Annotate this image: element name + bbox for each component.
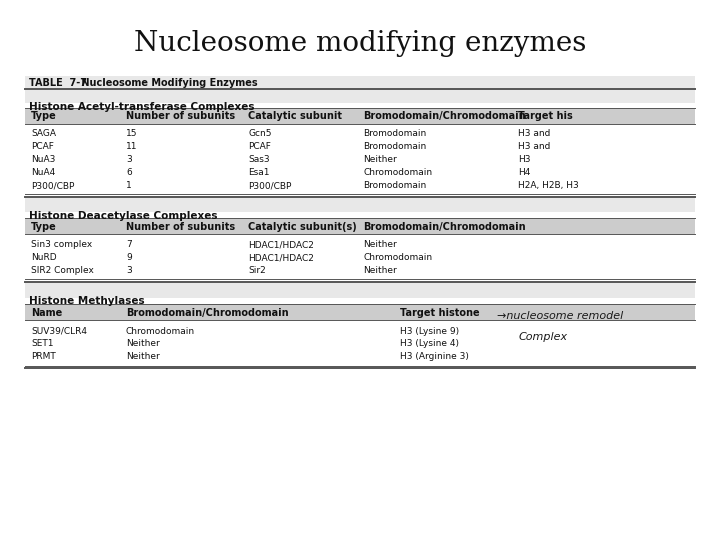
Text: 6: 6 — [126, 168, 132, 177]
Bar — [25, 89, 695, 103]
Text: Esa1: Esa1 — [248, 168, 270, 177]
Text: Type: Type — [31, 111, 57, 121]
Text: Number of subunits: Number of subunits — [126, 111, 235, 121]
Text: PCAF: PCAF — [248, 143, 271, 151]
Text: SIR2 Complex: SIR2 Complex — [31, 266, 94, 275]
Text: HDAC1/HDAC2: HDAC1/HDAC2 — [248, 253, 314, 262]
Text: Neither: Neither — [126, 340, 160, 348]
Text: Type: Type — [31, 222, 57, 232]
Text: H3 (Lysine 4): H3 (Lysine 4) — [400, 340, 459, 348]
Text: Bromodomain/Chromodomain: Bromodomain/Chromodomain — [364, 222, 526, 232]
Bar — [25, 76, 695, 92]
Text: Chromodomain: Chromodomain — [364, 168, 433, 177]
Text: Bromodomain: Bromodomain — [364, 181, 427, 190]
Text: 11: 11 — [126, 143, 138, 151]
Text: NuA4: NuA4 — [31, 168, 55, 177]
Text: H3 and: H3 and — [518, 143, 551, 151]
Text: Nucleosome modifying enzymes: Nucleosome modifying enzymes — [134, 30, 586, 57]
Text: Neither: Neither — [126, 353, 160, 361]
Text: H2A, H2B, H3: H2A, H2B, H3 — [518, 181, 579, 190]
Text: Histone Deacetylase Complexes: Histone Deacetylase Complexes — [29, 211, 217, 221]
Text: Catalytic subunit: Catalytic subunit — [248, 111, 343, 121]
Text: NuRD: NuRD — [31, 253, 57, 262]
Text: H3 (Arginine 3): H3 (Arginine 3) — [400, 353, 469, 361]
Bar — [25, 108, 695, 124]
Text: PRMT: PRMT — [31, 353, 55, 361]
Text: Bromodomain: Bromodomain — [364, 130, 427, 138]
Text: Chromodomain: Chromodomain — [364, 253, 433, 262]
Text: 3: 3 — [126, 156, 132, 164]
Text: Name: Name — [31, 308, 62, 318]
Text: 15: 15 — [126, 130, 138, 138]
Text: Complex: Complex — [518, 333, 567, 342]
Text: NuA3: NuA3 — [31, 156, 55, 164]
Text: Chromodomain: Chromodomain — [126, 327, 195, 335]
Text: H3 (Lysine 9): H3 (Lysine 9) — [400, 327, 459, 335]
Text: SET1: SET1 — [31, 340, 53, 348]
Text: Gcn5: Gcn5 — [248, 130, 272, 138]
Text: TABLE  7-7: TABLE 7-7 — [29, 78, 87, 87]
Text: Bromodomain: Bromodomain — [364, 143, 427, 151]
Text: H4: H4 — [518, 168, 531, 177]
Text: Catalytic subunit(s): Catalytic subunit(s) — [248, 222, 357, 232]
Text: 1: 1 — [126, 181, 132, 190]
Text: 3: 3 — [126, 266, 132, 275]
Text: Neither: Neither — [364, 240, 397, 249]
Bar — [25, 197, 695, 212]
Text: Bromodomain/Chromodomain: Bromodomain/Chromodomain — [126, 308, 289, 318]
Bar — [25, 282, 695, 298]
Bar — [25, 218, 695, 234]
Text: Nucleosome Modifying Enzymes: Nucleosome Modifying Enzymes — [78, 78, 257, 87]
Text: Histone Acetyl-transferase Complexes: Histone Acetyl-transferase Complexes — [29, 102, 254, 112]
Text: Neither: Neither — [364, 266, 397, 275]
Text: Target histone: Target histone — [400, 308, 480, 318]
Text: 7: 7 — [126, 240, 132, 249]
Text: Sas3: Sas3 — [248, 156, 270, 164]
Text: →nucleosome remodel: →nucleosome remodel — [497, 311, 623, 321]
Text: H3: H3 — [518, 156, 531, 164]
Text: Bromodomain/Chromodomain: Bromodomain/Chromodomain — [364, 111, 526, 121]
Text: Number of subunits: Number of subunits — [126, 222, 235, 232]
Text: P300/CBP: P300/CBP — [31, 181, 74, 190]
Text: Target his: Target his — [518, 111, 573, 121]
Text: SAGA: SAGA — [31, 130, 56, 138]
Text: PCAF: PCAF — [31, 143, 54, 151]
Text: 9: 9 — [126, 253, 132, 262]
Text: H3 and: H3 and — [518, 130, 551, 138]
Text: P300/CBP: P300/CBP — [248, 181, 292, 190]
Text: SUV39/CLR4: SUV39/CLR4 — [31, 327, 87, 335]
Text: Neither: Neither — [364, 156, 397, 164]
Text: Sin3 complex: Sin3 complex — [31, 240, 92, 249]
Text: Histone Methylases: Histone Methylases — [29, 296, 145, 307]
Text: HDAC1/HDAC2: HDAC1/HDAC2 — [248, 240, 314, 249]
Bar — [25, 304, 695, 320]
Text: Sir2: Sir2 — [248, 266, 266, 275]
